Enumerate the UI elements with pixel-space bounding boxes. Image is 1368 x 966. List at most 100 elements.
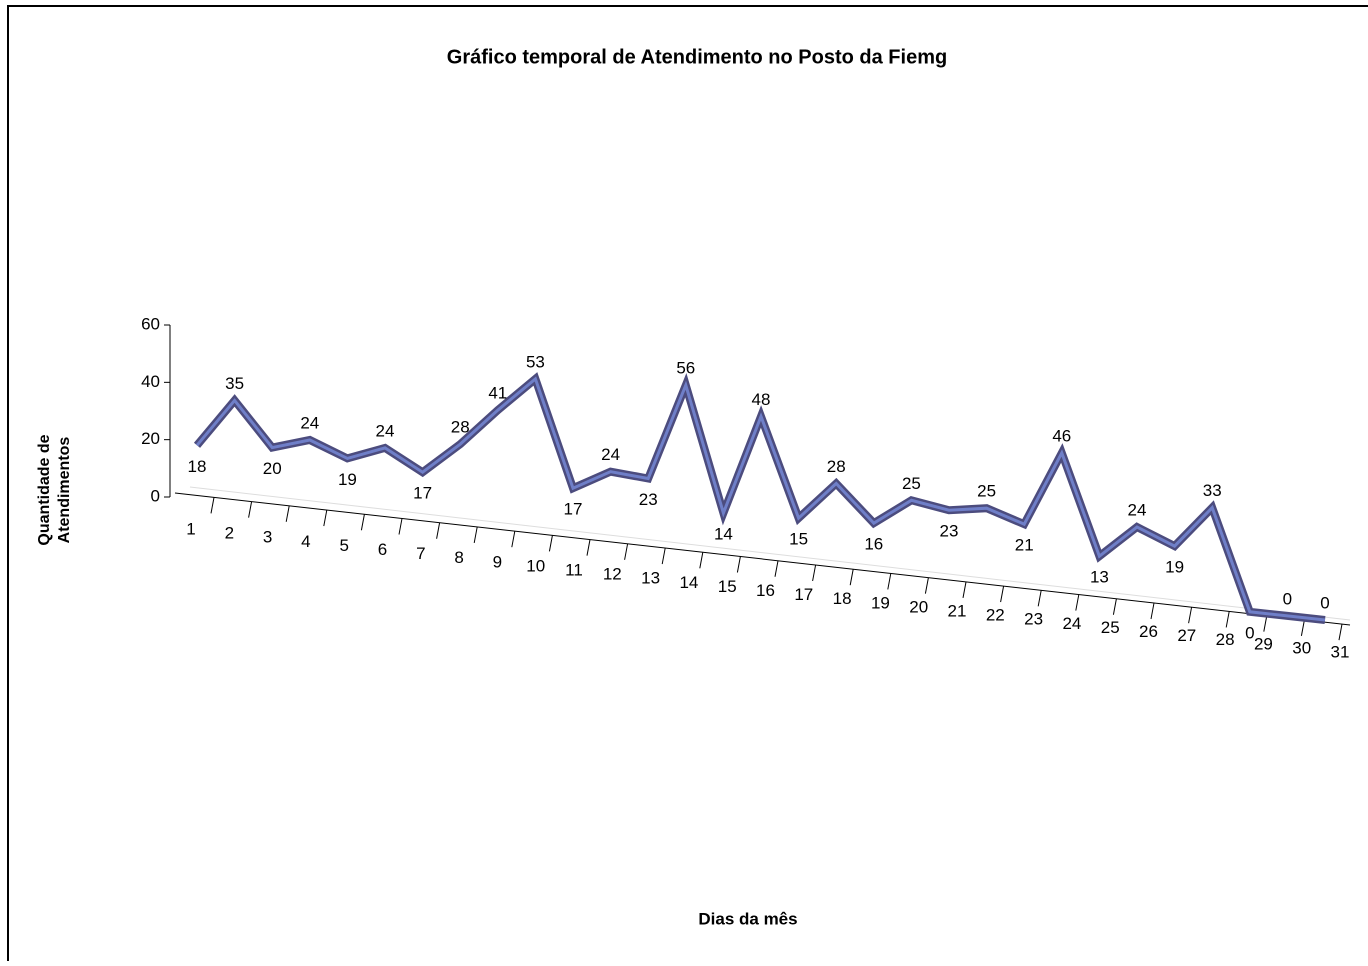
value-label: 13 <box>1090 568 1109 587</box>
x-tick <box>398 518 403 535</box>
x-axis-label: Dias da mês <box>698 909 797 928</box>
x-axis <box>174 492 1351 626</box>
x-tick <box>1338 624 1343 641</box>
x-tick-label: 2 <box>225 524 234 543</box>
x-tick-label: 7 <box>416 544 425 563</box>
value-label: 23 <box>639 490 658 509</box>
frame <box>7 5 1368 966</box>
x-tick-label: 5 <box>339 536 348 555</box>
value-label: 41 <box>488 384 507 403</box>
y-tick-label: 20 <box>141 429 160 448</box>
x-tick-label: 4 <box>301 532 310 551</box>
x-tick <box>849 569 854 586</box>
x-tick-label: 25 <box>1101 618 1120 637</box>
value-label: 33 <box>1203 481 1222 500</box>
x-tick-label: 20 <box>909 597 928 616</box>
value-label: 16 <box>864 535 883 554</box>
value-label: 21 <box>1015 536 1034 555</box>
value-label: 53 <box>526 352 545 371</box>
value-label: 24 <box>1128 501 1147 520</box>
x-tick-label: 3 <box>263 528 272 547</box>
value-label: 19 <box>1165 558 1184 577</box>
x-tick-label: 1 <box>186 519 195 538</box>
x-tick-label: 14 <box>679 573 698 592</box>
x-tick-label: 15 <box>718 577 737 596</box>
value-label: 14 <box>714 525 733 544</box>
line <box>195 376 1326 622</box>
x-tick-label: 19 <box>871 593 890 612</box>
x-tick-label: 21 <box>948 601 967 620</box>
x-tick-label: 11 <box>565 560 583 579</box>
x-tick-label: 10 <box>526 556 545 575</box>
value-label: 28 <box>827 457 846 476</box>
x-tick-label: 12 <box>603 565 622 584</box>
value-label: 24 <box>300 413 319 432</box>
x-tick <box>1075 594 1080 611</box>
x-tick-label: 17 <box>794 585 813 604</box>
x-tick <box>1188 607 1193 624</box>
x-tick-label: 30 <box>1292 638 1311 657</box>
value-label: 0 <box>1283 589 1292 608</box>
x-tick-label: 8 <box>454 548 463 567</box>
x-tick-label: 16 <box>756 581 775 600</box>
x-tick-label: 23 <box>1024 610 1043 629</box>
value-label: 25 <box>977 482 996 501</box>
x-tick <box>473 526 478 544</box>
x-tick <box>736 556 741 573</box>
y-tick-label: 0 <box>151 486 160 505</box>
value-label: 17 <box>564 500 583 519</box>
value-label: 18 <box>188 457 207 476</box>
value-label: 23 <box>940 522 959 541</box>
x-tick <box>699 552 704 569</box>
x-tick <box>1037 590 1042 607</box>
value-label: 17 <box>413 484 432 503</box>
x-tick-label: 22 <box>986 606 1005 625</box>
value-label: 15 <box>789 530 808 549</box>
x-tick <box>1000 585 1005 603</box>
x-tick <box>812 564 817 582</box>
value-label: 25 <box>902 474 921 493</box>
y-axis-label: Quantidade de Atendimentos <box>36 434 73 546</box>
value-label: 0 <box>1245 623 1254 642</box>
x-tick <box>624 543 629 560</box>
x-tick <box>586 539 591 556</box>
x-tick <box>924 577 929 594</box>
value-label: 24 <box>601 445 620 464</box>
x-tick <box>1150 602 1155 620</box>
value-label: 35 <box>225 374 244 393</box>
y-tick-label: 40 <box>141 372 160 391</box>
x-tick-label: 27 <box>1177 626 1196 645</box>
x-tick <box>1300 619 1305 636</box>
x-tick-label: 13 <box>641 569 660 588</box>
value-label: 46 <box>1052 426 1071 445</box>
value-label: 56 <box>676 359 695 378</box>
value-label: 28 <box>451 418 470 437</box>
x-tick-label: 26 <box>1139 622 1158 641</box>
value-label: 20 <box>263 459 282 478</box>
x-tick-label: 9 <box>493 552 502 571</box>
x-tick <box>511 531 516 548</box>
x-tick <box>887 573 892 590</box>
x-tick <box>323 509 328 527</box>
x-tick <box>1112 598 1117 615</box>
x-tick <box>661 547 666 565</box>
x-tick-label: 31 <box>1331 642 1350 661</box>
x-tick <box>1263 615 1268 632</box>
x-tick <box>248 501 253 518</box>
value-label: 24 <box>376 421 395 440</box>
x-tick <box>1225 611 1230 628</box>
value-label: 48 <box>752 390 771 409</box>
x-tick-label: 18 <box>833 589 852 608</box>
x-tick-label: 24 <box>1062 614 1081 633</box>
x-tick-label: 28 <box>1216 630 1235 649</box>
value-label: 0 <box>1320 593 1329 612</box>
x-tick <box>285 505 290 522</box>
x-tick <box>210 497 215 514</box>
x-tick <box>548 535 553 552</box>
x-tick-label: 29 <box>1254 634 1273 653</box>
value-label: 19 <box>338 470 357 489</box>
x-tick <box>360 514 365 531</box>
y-tick-label: 60 <box>141 314 160 333</box>
